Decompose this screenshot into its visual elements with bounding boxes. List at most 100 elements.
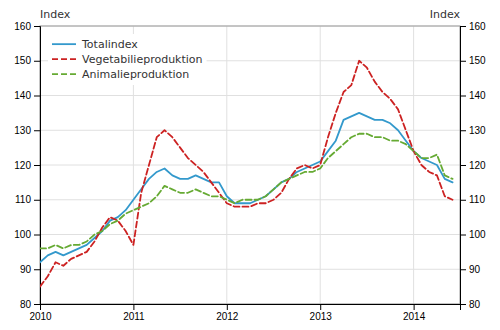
tick: 2013 — [310, 304, 333, 322]
legend: Totalindex Vegetabilieproduktion Animaliep… — [48, 34, 207, 85]
grid — [40, 26, 460, 304]
tick: 120 — [14, 160, 40, 171]
tick-mark — [460, 235, 466, 236]
tick: 2011 — [123, 304, 145, 322]
tick-mark — [460, 61, 466, 62]
tick: 110 — [460, 194, 485, 205]
tick: 160 — [460, 21, 486, 32]
tick-label: 120 — [14, 160, 31, 171]
lines — [40, 61, 453, 287]
tick-label: 80 — [469, 299, 481, 310]
tick-label: 150 — [14, 55, 31, 66]
tick-label: 2013 — [310, 311, 333, 322]
tick: 130 — [14, 125, 40, 136]
legend-label: Animalieproduktion — [82, 68, 189, 81]
tick-label: 2011 — [123, 311, 145, 322]
tick-mark — [227, 304, 228, 310]
tick-mark — [460, 96, 466, 97]
plot-frame — [40, 26, 460, 304]
tick-label: 110 — [15, 194, 31, 205]
tick-label: 140 — [469, 90, 486, 101]
tick-label: 120 — [469, 160, 486, 171]
tick-label: 2014 — [403, 311, 426, 322]
tick: 90 — [20, 264, 40, 275]
plot: 2010 2011 2012 2013 2014 80 90 100 110 120 130 140 1… — [14, 8, 486, 322]
tick: 150 — [460, 55, 486, 66]
legend-item: Animalieproduktion — [52, 68, 189, 81]
tick: 2012 — [216, 304, 239, 322]
legend-label: Vegetabilieproduktion — [82, 53, 203, 66]
axis-line — [461, 27, 467, 305]
tick-label: 110 — [469, 194, 485, 205]
tick-mark — [133, 304, 134, 310]
tick: 150 — [14, 55, 40, 66]
tick-mark — [34, 26, 40, 27]
tick-mark — [34, 165, 40, 166]
tick-mark — [320, 304, 321, 310]
grid-line — [40, 269, 460, 270]
tick-mark — [460, 304, 466, 305]
x-axis: 2010 2011 2012 2013 2014 — [29, 304, 460, 322]
y2-axis: 80 90 100 110 120 130 140 150 160 — [460, 21, 486, 310]
tick-label: 100 — [469, 229, 486, 240]
legend-swatch — [52, 43, 76, 45]
tick: 130 — [460, 125, 486, 136]
tick: 120 — [460, 160, 486, 171]
tick-label: 160 — [14, 21, 31, 32]
tick-label: 150 — [469, 55, 486, 66]
tick-mark — [34, 96, 40, 97]
tick-label: 100 — [14, 229, 31, 240]
legend-label: Totalindex — [81, 38, 138, 51]
tick-mark — [34, 235, 40, 236]
tick: 140 — [14, 90, 40, 101]
tick-label: 90 — [469, 264, 481, 275]
series-line — [40, 61, 453, 287]
tick-mark — [34, 269, 40, 270]
grid-line — [40, 165, 460, 166]
tick-label: 140 — [14, 90, 31, 101]
tick: 2010 — [29, 304, 52, 322]
legend-swatch — [52, 58, 76, 60]
y-axis: 80 90 100 110 120 130 140 150 160 — [14, 21, 40, 310]
grid-line — [413, 26, 414, 304]
tick-mark — [460, 269, 466, 270]
tick: 2014 — [403, 304, 426, 322]
tick: 100 — [460, 229, 486, 240]
y2-label: Index — [430, 8, 461, 21]
chart: 2010 2011 2012 2013 2014 80 90 100 110 120 130 140 1… — [0, 0, 500, 330]
tick-mark — [34, 200, 40, 201]
legend-swatch — [52, 73, 76, 75]
tick-mark — [460, 165, 466, 166]
grid-line — [40, 234, 460, 235]
legend-background — [48, 34, 207, 85]
tick-mark — [460, 200, 466, 201]
tick: 90 — [460, 264, 481, 275]
grid-line — [40, 95, 460, 96]
tick: 80 — [460, 299, 481, 310]
tick-mark — [34, 304, 40, 305]
tick-label: 90 — [20, 264, 32, 275]
tick-mark — [414, 304, 415, 310]
legend-item: Vegetabilieproduktion — [52, 53, 203, 66]
legend-item: Totalindex — [52, 38, 138, 51]
tick-label: 130 — [14, 125, 31, 136]
tick: 100 — [14, 229, 40, 240]
tick-label: 2012 — [216, 311, 239, 322]
tick-mark — [460, 26, 466, 27]
tick-mark — [34, 61, 40, 62]
tick: 80 — [20, 299, 40, 310]
axis-line — [34, 27, 41, 305]
series-line — [40, 134, 453, 249]
tick: 110 — [15, 194, 40, 205]
tick-label: 160 — [469, 21, 486, 32]
grid-line — [320, 26, 321, 304]
axis-line — [41, 305, 461, 311]
tick-mark — [460, 130, 466, 131]
tick-label: 130 — [469, 125, 486, 136]
series-line — [40, 113, 453, 262]
tick-label: 80 — [20, 299, 32, 310]
tick-label: 2010 — [29, 311, 52, 322]
tick: 140 — [460, 90, 486, 101]
y-label: Index — [40, 8, 71, 21]
tick-mark — [34, 130, 40, 131]
